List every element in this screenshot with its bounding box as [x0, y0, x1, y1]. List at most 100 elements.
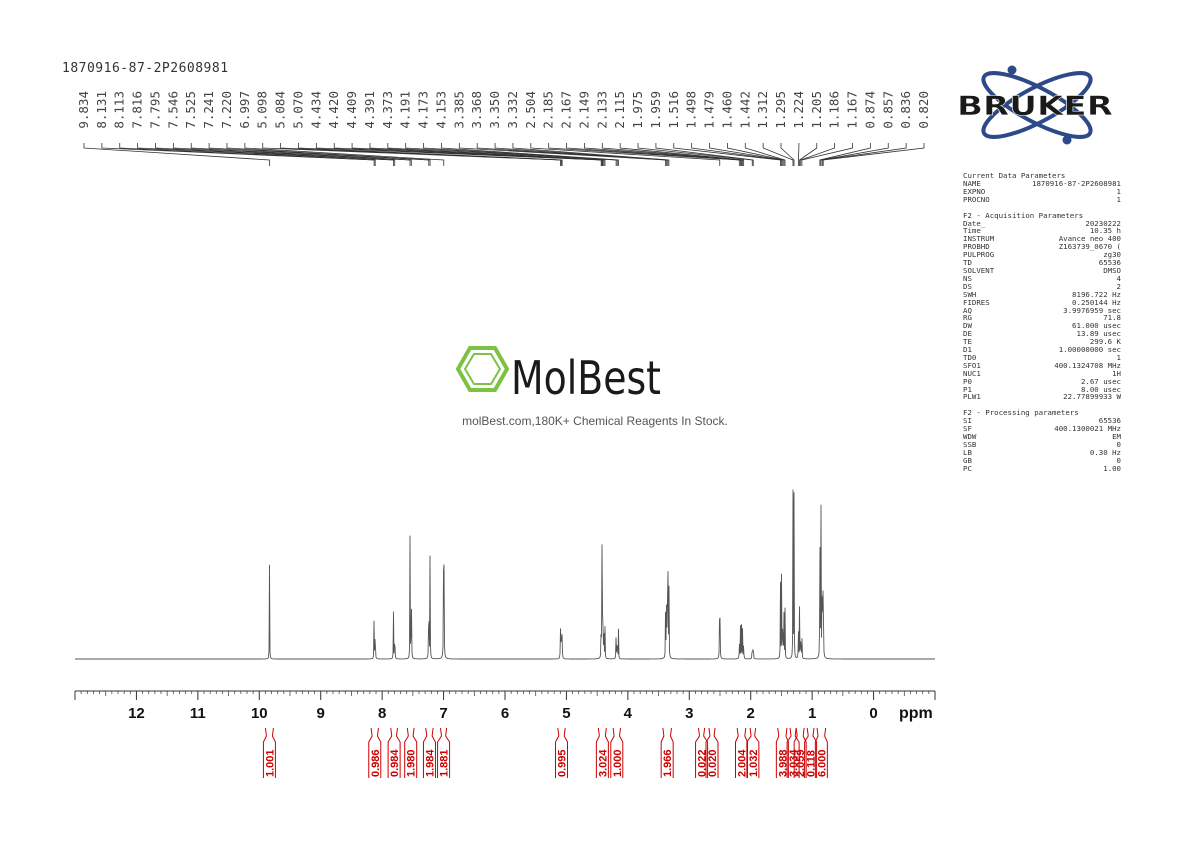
peak-label: 7.241	[201, 91, 216, 129]
peak-label: 2.504	[523, 91, 538, 129]
integral-bracket	[262, 727, 276, 778]
x-tick-label: 9	[317, 705, 325, 722]
peak-label: 9.834	[76, 91, 91, 129]
peak-label: 2.185	[541, 91, 556, 129]
param-row: PULPROG zg30	[963, 251, 1121, 259]
param-row: RG 71.8	[963, 314, 1121, 322]
peak-leader-line	[298, 143, 563, 166]
param-key: LB	[963, 447, 972, 457]
peak-leader-line	[494, 143, 669, 166]
peak-label: 1.460	[719, 91, 734, 129]
peak-leader-line	[619, 143, 745, 166]
param-key: TD	[963, 258, 972, 268]
param-value: 13.89 usec	[1076, 329, 1122, 339]
param-row: PC 1.00	[963, 464, 1121, 473]
peak-label: 7.546	[165, 91, 180, 129]
x-axis: 12 11 10 9 8 7 6 5 4 3 2 1 0	[74, 690, 936, 722]
peak-label: 1.205	[809, 91, 824, 129]
param-row: PLW1 22.77899933 W	[963, 393, 1121, 401]
x-tick-label: 8	[378, 705, 386, 722]
param-key: Date_	[963, 218, 986, 228]
spectrum-line	[75, 489, 935, 660]
bruker-logo: BRUKER	[957, 65, 1114, 145]
integral-bracket	[404, 727, 418, 778]
x-tick-label: 1	[808, 705, 816, 722]
param-key: DS	[963, 281, 972, 291]
peak-label: 2.133	[594, 91, 609, 129]
params-acquisition-title: F2 - Acquisition Parameters	[963, 210, 1084, 220]
param-key: P0	[963, 376, 972, 386]
peak-label: 2.149	[576, 91, 591, 129]
peak-label: 0.836	[898, 91, 913, 129]
x-tick-label: 0	[869, 705, 877, 722]
integral-value: 6.000	[816, 749, 828, 777]
peak-leader-line	[819, 143, 871, 166]
peak-leader-line	[423, 143, 618, 166]
integral-value: 1.001	[264, 749, 276, 777]
peak-label: 5.098	[255, 91, 270, 129]
param-row: Time 10.35 h	[963, 227, 1121, 235]
param-key: SWH	[963, 289, 977, 299]
param-value: 8.00 usec	[1080, 384, 1121, 394]
param-row: SFO1 400.1324708 MHz	[963, 361, 1121, 370]
peak-leader-line	[566, 143, 741, 166]
peak-label: 0.820	[916, 91, 931, 129]
molbest-logo: MolBest	[455, 346, 661, 405]
param-key: PROCNO	[963, 194, 990, 204]
param-row: SI 65536	[963, 417, 1121, 425]
x-tick-label: 4	[624, 705, 633, 722]
param-key: PLW1	[963, 392, 981, 402]
integral-value: 0.020	[707, 749, 719, 777]
param-value: 2	[1116, 281, 1121, 291]
molbest-brand-text: MolBest	[511, 351, 661, 405]
param-row: NUC1 1H	[963, 369, 1121, 378]
param-value: 20230222	[1085, 218, 1121, 228]
peak-label: 1.167	[845, 91, 860, 129]
orbit-icon	[981, 71, 1093, 139]
param-row: INSTRUM Avance neo 400	[963, 235, 1121, 243]
peak-leader-line	[208, 143, 430, 166]
integral-bracket	[814, 727, 828, 778]
peak-label: 3.368	[469, 91, 484, 129]
param-value: 2.67 usec	[1080, 376, 1121, 386]
param-row: EXPNO 1	[963, 187, 1121, 196]
param-value: 0.250144 Hz	[1072, 297, 1121, 307]
peak-label: 8.131	[94, 91, 109, 129]
integral-bracket	[695, 727, 709, 778]
peak-label: 2.167	[559, 91, 574, 129]
peak-leader-line	[315, 143, 602, 166]
molbest-tagline: molBest.com,180K+ Chemical Reagents In S…	[462, 414, 728, 428]
param-key: P1	[963, 384, 972, 394]
params-current-title: Current Data Parameters	[963, 171, 1066, 180]
param-key: GB	[963, 455, 972, 465]
peak-label: 0.874	[862, 91, 877, 129]
electron-icon	[1062, 135, 1072, 145]
peak-leader-line	[190, 143, 412, 166]
integrals: 1.001 0.986 0.984 1.980 1.984 1.881 0.995 3.024…	[262, 727, 828, 778]
param-value: 1	[1116, 194, 1121, 204]
param-key: NS	[963, 273, 972, 283]
param-value: EM	[1112, 432, 1121, 442]
x-tick-label: 10	[251, 705, 268, 722]
peak-label: 4.373	[380, 91, 395, 129]
peak-leader-line	[512, 143, 670, 166]
peak-leader-line	[137, 143, 394, 166]
peak-label: 6.997	[237, 91, 252, 129]
integral-bracket	[735, 727, 748, 778]
peak-leader-line	[709, 143, 784, 166]
peak-leader-line	[822, 143, 925, 166]
integral-bracket	[793, 727, 807, 778]
peak-leader-line	[801, 143, 853, 166]
param-key: PROBHD	[963, 242, 990, 252]
param-row: SF 400.1300021 MHz	[963, 425, 1121, 433]
peak-label: 7.525	[183, 91, 198, 129]
peak-leader-line	[387, 143, 606, 166]
integral-bracket	[746, 727, 760, 778]
peak-leader-line	[226, 143, 431, 166]
peak-leader-line	[584, 143, 742, 166]
peak-label: 4.173	[416, 91, 431, 129]
peak-label: 7.220	[219, 91, 234, 129]
integral-value: 2.004	[737, 749, 749, 777]
param-row: D1 1.00000000 sec	[963, 346, 1121, 354]
